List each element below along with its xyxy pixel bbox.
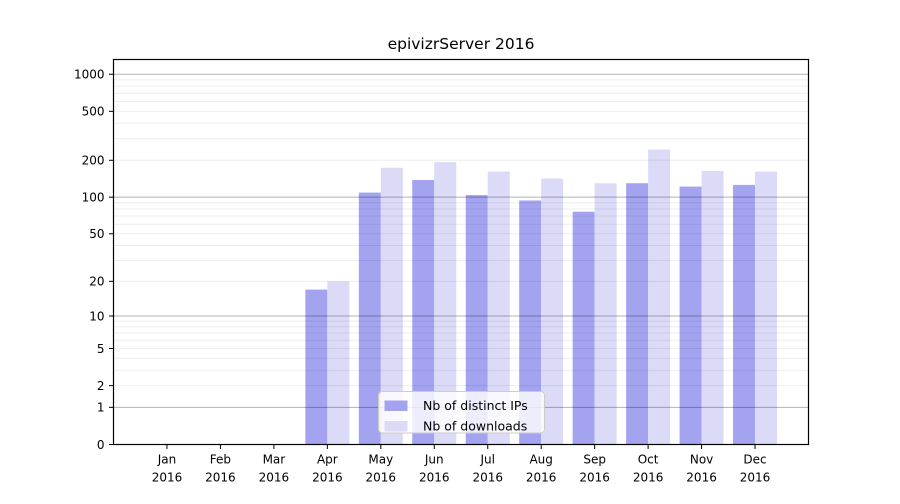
x-tick-label-month: Oct (638, 453, 659, 467)
y-tick-label: 0 (97, 438, 105, 452)
bar-distinct-ips-11 (733, 184, 756, 445)
x-tick-label-year: 2016 (579, 471, 610, 485)
x-tick-label-month: Aug (529, 453, 552, 467)
bar-distinct-ips-5 (412, 180, 435, 445)
x-tick-label-month: Jan (157, 453, 177, 467)
bar-downloads-4 (380, 167, 403, 445)
x-tick-label-month: Feb (210, 453, 231, 467)
y-tick-label: 2 (97, 379, 105, 393)
bar-distinct-ips-6 (465, 195, 488, 445)
bar-distinct-ips-4 (358, 192, 381, 445)
y-tick-label: 50 (89, 227, 104, 241)
x-tick-label-year: 2016 (366, 471, 397, 485)
bar-downloads-7 (541, 178, 564, 445)
legend-swatch-downloads (384, 421, 408, 432)
bar-downloads-11 (755, 171, 778, 445)
y-tick-label: 5 (97, 342, 105, 356)
plot-border (112, 58, 810, 446)
bar-distinct-ips-7 (519, 200, 542, 445)
y-tick-label: 10 (89, 309, 104, 323)
grid-group (113, 73, 809, 408)
y-tick-label: 1000 (74, 68, 105, 82)
y-tick-label: 100 (82, 190, 105, 204)
y-tick-label: 20 (89, 275, 104, 289)
bar-downloads-5 (434, 162, 457, 445)
bar-downloads-3 (327, 281, 350, 445)
x-tick-label-year: 2016 (152, 471, 183, 485)
bar-downloads-10 (701, 170, 724, 445)
x-tick-label-month: Jun (424, 453, 444, 467)
x-tick-label-month: Apr (317, 453, 338, 467)
bar-distinct-ips-9 (626, 183, 649, 445)
x-tick-label-month: May (368, 453, 393, 467)
bar-downloads-9 (648, 149, 671, 445)
y-axis: 0 1 2 5 10 20 50 100 200 500 1000 (74, 68, 114, 452)
y-tick-label: 500 (82, 105, 105, 119)
bar-distinct-ips-8 (572, 211, 595, 445)
x-tick-label-year: 2016 (259, 471, 290, 485)
x-tick-label-month: Nov (690, 453, 713, 467)
x-tick-label-month: Sep (583, 453, 606, 467)
x-tick-label-year: 2016 (312, 471, 343, 485)
x-tick-label-year: 2016 (526, 471, 557, 485)
x-tick-label-year: 2016 (472, 471, 503, 485)
legend-box (378, 391, 545, 434)
x-tick-label-year: 2016 (686, 471, 717, 485)
legend-label-distinct-ips: Nb of distinct IPs (423, 398, 528, 413)
x-tick-label-year: 2016 (633, 471, 664, 485)
bars-group (305, 149, 778, 445)
y-tick-label: 1 (97, 401, 105, 415)
chart-title: epivizrServer 2016 (388, 35, 535, 53)
x-tick-label-year: 2016 (205, 471, 236, 485)
bar-distinct-ips-3 (305, 289, 328, 445)
legend-swatch-distinct-ips (384, 400, 408, 411)
x-tick-label-month: Jul (479, 453, 494, 467)
y-tick-label: 200 (82, 154, 105, 168)
bar-distinct-ips-10 (679, 186, 702, 445)
bar-downloads-8 (594, 183, 617, 445)
x-tick-label-month: Mar (263, 453, 286, 467)
legend: Nb of distinct IPs Nb of downloads (378, 391, 545, 434)
x-tick-label-month: Dec (743, 453, 766, 467)
legend-label-downloads: Nb of downloads (423, 419, 527, 434)
x-tick-label-year: 2016 (740, 471, 771, 485)
bar-downloads-6 (487, 171, 510, 445)
x-axis: Jan 2016 Feb 2016 Mar 2016 Apr 2016 May 2016 Jun 20… (152, 444, 771, 485)
x-tick-label-year: 2016 (419, 471, 450, 485)
